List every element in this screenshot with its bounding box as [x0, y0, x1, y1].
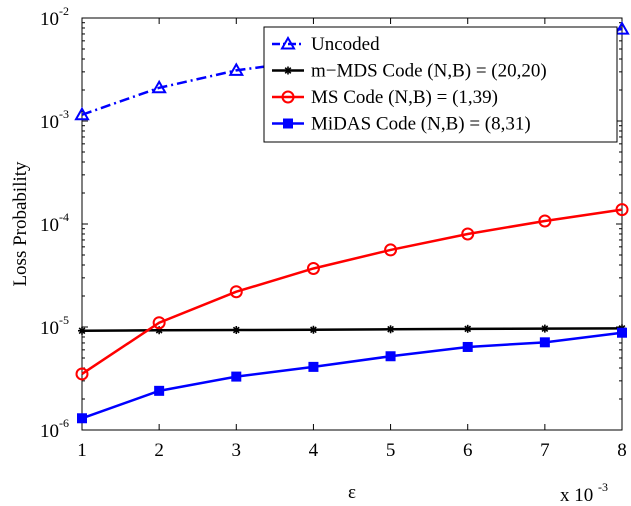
data-point [74, 106, 90, 121]
star-stroke [284, 67, 292, 74]
x-axis-label: ε [348, 482, 356, 503]
y-tick-label-base: 10 [40, 9, 59, 30]
x-tick-label: 5 [386, 440, 396, 461]
y-tick-label: 10 -5 [40, 313, 69, 339]
data-point [617, 327, 627, 338]
star-stroke [541, 325, 549, 332]
x-tick-label: 8 [617, 440, 627, 461]
data-point [152, 316, 166, 330]
y-tick-label-base: 10 [40, 112, 59, 133]
svg-text:-3: -3 [598, 480, 608, 494]
star-stroke [232, 326, 240, 334]
data-point [463, 324, 472, 333]
star-stroke [387, 325, 394, 333]
y-tick-label-base: 10 [40, 421, 59, 442]
data-point [385, 351, 396, 362]
legend-label: m−MDS Code (N,B) = (20,20) [311, 61, 547, 82]
y-tick-label-exponent: -5 [59, 313, 69, 327]
y-axis-label: Loss Probability [10, 161, 31, 287]
tick-marks [81, 17, 623, 431]
legend-label: MS Code (N,B) = (1,39) [311, 87, 498, 108]
data-point [309, 325, 318, 334]
y-tick-label: 10 -6 [40, 416, 69, 442]
y-tick-label: 10 -3 [40, 107, 69, 133]
legend: Uncoded m−MDS Code (N,B) = (20,20) MS Code… [263, 26, 618, 143]
y-tick-label-exponent: -6 [59, 416, 69, 430]
data-point [540, 324, 549, 333]
legend-label: MiDAS Code (N,B) = (8,31) [311, 114, 531, 135]
legend-item: m−MDS Code (N,B) = (20,20) [272, 61, 547, 82]
data-point [75, 367, 89, 381]
data-point [77, 413, 87, 424]
y-tick-label-base: 10 [40, 318, 59, 339]
data-point [461, 227, 475, 241]
legend-item: MiDAS Code (N,B) = (8,31) [272, 114, 531, 135]
series-line [81, 27, 623, 116]
legend-label: Uncoded [311, 34, 380, 55]
legend-marker [283, 118, 293, 129]
data-point [462, 341, 473, 352]
legend-marker [281, 90, 295, 104]
star-stroke [78, 327, 86, 335]
data-point [538, 214, 552, 228]
legend-item: MS Code (N,B) = (1,39) [272, 87, 498, 108]
x-tick-label: 3 [232, 440, 242, 461]
star-stroke [464, 325, 472, 333]
series-line [81, 327, 623, 332]
data-point [228, 62, 245, 76]
data-point [151, 79, 167, 94]
data-point [615, 203, 629, 217]
y-tick-label-exponent: -2 [59, 4, 69, 18]
x-axis-multiplier: x 10 -3 [560, 480, 608, 506]
y-tick-label: 10 -2 [40, 4, 69, 30]
x-tick-label: 2 [154, 440, 164, 461]
x-tick-label: 7 [540, 440, 550, 461]
legend-box [263, 26, 618, 143]
data-point [231, 371, 242, 382]
data-point [306, 261, 320, 275]
series-line [81, 208, 623, 376]
data-point [154, 385, 165, 396]
series-star [78, 324, 626, 335]
svg-text:x 10: x 10 [560, 485, 593, 506]
y-tick-label-exponent: -4 [59, 210, 69, 224]
data-point [384, 243, 398, 257]
series-lines [74, 21, 630, 424]
y-tick-label-exponent: -3 [59, 107, 69, 121]
data-point [308, 361, 319, 372]
legend-marker [280, 35, 296, 50]
series-square [77, 327, 627, 424]
tick-labels: 1 2 3 4 5 6 7 810-610-510-410-310-2 [40, 4, 627, 461]
y-tick-label-base: 10 [40, 215, 59, 236]
data-point [386, 325, 395, 334]
legend-marker [284, 66, 292, 75]
data-point [232, 326, 241, 335]
data-point [539, 337, 550, 348]
x-tick-label: 4 [309, 440, 319, 461]
y-tick-label: 10 -4 [40, 210, 69, 236]
x-tick-label: 1 [77, 440, 87, 461]
data-point [614, 21, 630, 35]
data-point [78, 326, 86, 335]
star-stroke [310, 326, 317, 334]
x-tick-label: 6 [463, 440, 473, 461]
data-point [229, 285, 243, 299]
series-circle [75, 203, 629, 381]
series-line [81, 331, 623, 420]
legend-item: Uncoded [272, 34, 380, 55]
